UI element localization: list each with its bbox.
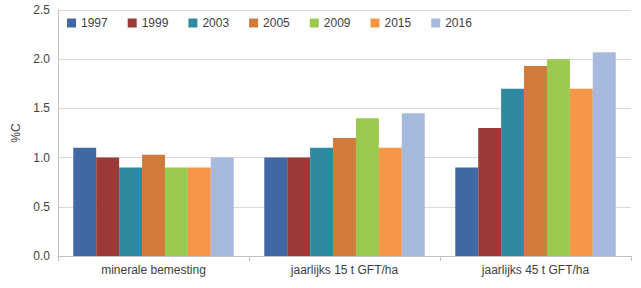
- svg-text:0.0: 0.0: [33, 249, 50, 263]
- svg-text:minerale bemesting: minerale bemesting: [101, 263, 206, 277]
- svg-text:2.5: 2.5: [33, 3, 50, 17]
- svg-text:%C: %C: [9, 123, 23, 143]
- svg-text:1.0: 1.0: [33, 151, 50, 165]
- svg-text:0.5: 0.5: [33, 200, 50, 214]
- svg-text:1999: 1999: [142, 16, 169, 30]
- svg-text:2015: 2015: [384, 16, 411, 30]
- svg-text:2005: 2005: [263, 16, 290, 30]
- svg-text:1.5: 1.5: [33, 101, 50, 115]
- svg-text:2003: 2003: [202, 16, 229, 30]
- svg-text:2.0: 2.0: [33, 52, 50, 66]
- svg-text:jaarlijks 15 t GFT/ha: jaarlijks 15 t GFT/ha: [290, 263, 399, 277]
- svg-text:2009: 2009: [324, 16, 351, 30]
- svg-text:2016: 2016: [445, 16, 472, 30]
- svg-text:jaarlijks 45 t GFT/ha: jaarlijks 45 t GFT/ha: [481, 263, 590, 277]
- svg-text:1997: 1997: [81, 16, 108, 30]
